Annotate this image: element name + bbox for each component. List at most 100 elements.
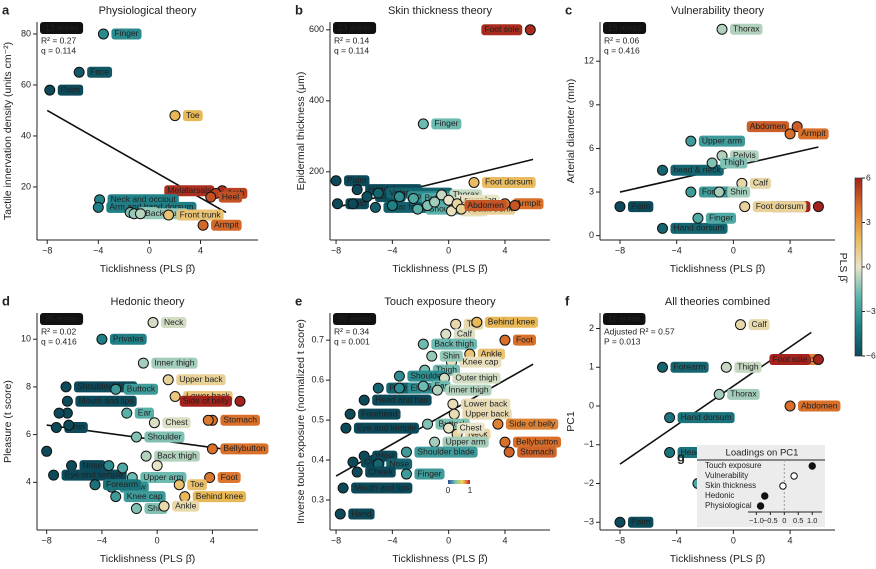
point-label-text: Lower back (464, 398, 508, 408)
data-point (503, 446, 515, 458)
point-label: Abdomen (464, 200, 507, 212)
data-point (716, 23, 728, 35)
point-label: Abdomen (746, 121, 790, 133)
point-label: Hand (348, 508, 375, 520)
label-box (220, 414, 260, 426)
data-point (173, 479, 185, 491)
data-point (812, 354, 824, 365)
point-label-text: Buttock (439, 418, 468, 428)
point-label-text: Wrist (375, 450, 395, 460)
data-point (158, 500, 170, 512)
data-point (117, 462, 129, 474)
inset-category: Hedonic (705, 491, 734, 500)
x-tick-label: 4 (198, 245, 203, 255)
label-box (746, 121, 790, 133)
data-point (347, 198, 359, 210)
data-point (151, 460, 163, 472)
data-point (361, 191, 373, 203)
point-label: Behind knee (484, 316, 539, 328)
point-label: Inner thigh (445, 384, 492, 396)
data-point (340, 422, 352, 434)
label-box (176, 374, 226, 386)
label-box (211, 219, 242, 231)
y-axis-label: Pleasure (t score) (2, 380, 14, 463)
point-label: Knee cap (123, 491, 166, 503)
data-point (784, 400, 796, 412)
badge (333, 22, 377, 34)
point-label-text: Calf (753, 178, 769, 188)
loading-dot (808, 462, 816, 470)
data-point (351, 466, 363, 478)
point-label-text: Shoulder (147, 431, 181, 441)
data-point (417, 118, 429, 130)
point-label: Bellybutton (512, 436, 562, 448)
x-tick-label: −8 (615, 535, 625, 545)
inset-category: Touch exposure (705, 461, 762, 470)
panel-title: All theories combined (665, 296, 770, 308)
y-tick-label: −3 (584, 517, 594, 527)
colorbar (854, 177, 863, 357)
data-point (393, 370, 405, 382)
data-point (692, 212, 704, 224)
point-label-text: Back thigh (434, 338, 474, 348)
touch-scale-label: 1 (468, 486, 473, 495)
point-label: Thorax (727, 389, 760, 400)
x-tick-label: −4 (97, 535, 107, 545)
label-box (144, 431, 185, 443)
label-box (414, 468, 445, 480)
badge-text: 13 areas (45, 22, 78, 32)
point-label: Thigh (734, 362, 762, 373)
data-point (121, 407, 133, 419)
data-point (369, 201, 381, 213)
panel-title: Vulnerability theory (671, 5, 765, 17)
point-label-text: Mouth and lips (354, 482, 409, 492)
point-label-text: Ear (138, 407, 151, 417)
label-box (484, 316, 539, 328)
point-label: Hand dorsum (677, 412, 735, 424)
data-point (347, 456, 359, 468)
point-label-text: Shoulder (410, 370, 444, 380)
point-label-text: Palm (61, 84, 80, 94)
data-point (412, 203, 424, 215)
label-box (439, 350, 463, 362)
inset-category: Vulnerability (705, 471, 748, 480)
point-label: Finger (414, 468, 445, 480)
point-label-text: Toe (186, 110, 200, 120)
inset-title: Loadings on PC1 (726, 448, 799, 459)
point-label: Finger (431, 118, 462, 130)
data-point (422, 418, 434, 430)
label-box (460, 398, 511, 410)
point-label: Armpit (798, 128, 829, 140)
point-label-text: Thigh (723, 157, 745, 167)
y-tick-label: 6 (589, 143, 594, 153)
point-label-text: Finger (709, 212, 733, 222)
point-label-text: Shin (443, 350, 460, 360)
point-label-text: Chest (165, 417, 188, 427)
point-label: Ear (134, 407, 155, 419)
data-point (137, 357, 149, 369)
point-label: Buttock (123, 384, 159, 395)
point-label-text: Shoulder (429, 203, 463, 213)
point-label: Palm (57, 84, 84, 96)
data-point (61, 395, 73, 407)
y-tick-label: −2 (584, 478, 594, 488)
label-box (151, 357, 198, 369)
panel-title: Physiological theory (99, 5, 197, 17)
y-tick-label: 0.4 (311, 454, 324, 464)
point-label-text: Neck (164, 317, 184, 327)
data-point (103, 460, 115, 472)
data-point (524, 24, 536, 36)
y-tick-label: −1 (584, 439, 594, 449)
point-label-text: Upper arm (143, 472, 183, 482)
x-tick-label: 0 (446, 535, 451, 545)
point-label-text: Thorax (453, 189, 480, 199)
point-label-text: Eye and temple (357, 422, 416, 432)
point-label-text: Front trunk (180, 209, 222, 219)
data-point (331, 198, 343, 210)
data-point (443, 422, 455, 434)
label-box (172, 500, 200, 512)
data-point (197, 219, 209, 231)
point-label-text: Foot (516, 334, 534, 344)
point-label-text: Upper back (179, 374, 223, 384)
y-tick-label: 6 (26, 429, 31, 439)
